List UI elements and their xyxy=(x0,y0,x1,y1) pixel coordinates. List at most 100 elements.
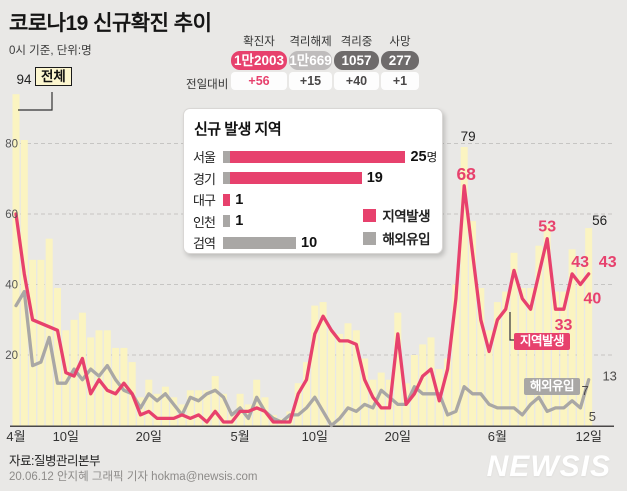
y-axis-tick-label: 60 xyxy=(5,209,18,221)
legend-item-imported: 해외유입 xyxy=(363,228,430,248)
y-axis-tick-label: 80 xyxy=(5,139,18,151)
total-bar xyxy=(585,228,593,426)
total-bar xyxy=(211,376,219,426)
total-bar xyxy=(54,288,61,426)
data-point-label: 13 xyxy=(602,369,616,384)
total-bar xyxy=(12,94,20,426)
local-series-badge: 지역발생 xyxy=(514,333,571,350)
total-bar xyxy=(377,372,385,426)
total-bar xyxy=(186,390,194,426)
total-bar xyxy=(37,259,45,426)
total-bar xyxy=(203,390,211,426)
total-series-label: 전체 xyxy=(35,67,72,86)
page-title: 코로나19 신규확진 추이 xyxy=(9,12,212,35)
total-bar xyxy=(112,347,120,426)
total-bar xyxy=(485,330,493,426)
region-row-대구: 대구 1 xyxy=(193,189,438,211)
total-bar xyxy=(361,358,369,426)
total-bar xyxy=(161,386,169,426)
page-subtitle: 0시 기준, 단위:명 xyxy=(9,45,92,57)
data-point-label: 33 xyxy=(555,317,573,334)
stat-col-3: 격리중 1057 +40 xyxy=(334,36,379,90)
legend-item-local: 지역발생 xyxy=(363,205,430,225)
region-bar xyxy=(223,236,296,249)
total-bar xyxy=(120,347,128,426)
total-bar xyxy=(493,302,501,426)
total-bar xyxy=(170,397,178,426)
region-value: 10 xyxy=(301,234,318,251)
local-segment xyxy=(230,172,362,185)
total-bar xyxy=(311,305,319,426)
legend-swatch-icon xyxy=(363,231,377,245)
total-bar xyxy=(543,224,551,426)
total-bar xyxy=(195,390,203,426)
total-bar xyxy=(253,379,261,426)
stat-value: 1057 xyxy=(334,51,379,70)
total-bar xyxy=(45,238,53,426)
stat-delta: +40 xyxy=(334,72,379,90)
region-panel: 신규 발생 지역 서울 25명 경기 19 대구 1 인천 1 검역 10 지역발생 해외유입 xyxy=(183,108,443,254)
total-bar xyxy=(103,330,111,426)
stat-delta: +15 xyxy=(289,72,332,90)
local-segment xyxy=(223,193,231,206)
x-axis-tick-label: 10일 xyxy=(302,429,328,444)
stat-header: 격리해제 xyxy=(289,36,332,48)
stat-value: 277 xyxy=(381,51,419,70)
x-axis-tick-label: 12일 xyxy=(575,429,601,444)
region-bar xyxy=(223,193,231,206)
stat-header: 확진자 xyxy=(243,36,275,48)
region-value-suffix: 명 xyxy=(426,151,438,164)
region-row-서울: 서울 25명 xyxy=(193,146,438,168)
x-axis-tick-label: 20일 xyxy=(136,429,162,444)
region-name: 대구 xyxy=(193,193,216,209)
callout-connector-line xyxy=(509,312,514,341)
total-bar xyxy=(419,344,427,426)
region-panel-title: 신규 발생 지역 xyxy=(194,121,282,138)
legend-label: 지역발생 xyxy=(382,209,430,224)
region-value: 25명 xyxy=(410,148,438,165)
total-bar xyxy=(327,330,335,426)
x-axis-tick-label: 5월 xyxy=(230,429,249,444)
total-bar xyxy=(78,312,86,426)
total-bar xyxy=(95,330,103,426)
stat-delta: +56 xyxy=(231,72,287,90)
total-bar xyxy=(319,302,327,426)
region-name: 인천 xyxy=(193,214,216,230)
total-bar xyxy=(336,333,344,426)
x-axis-tick-label: 6월 xyxy=(488,429,507,444)
legend-label: 해외유입 xyxy=(382,232,430,247)
stat-col-1: 확진자 1만2003 +56 xyxy=(231,36,287,90)
newsis-logo: NEWSIS xyxy=(486,450,611,483)
x-axis-tick-label: 10일 xyxy=(53,429,79,444)
total-bar xyxy=(452,284,460,426)
stat-header: 격리중 xyxy=(340,36,373,48)
data-point-label: 43 xyxy=(571,254,589,271)
region-row-인천: 인천 1 xyxy=(193,211,438,233)
total-bar xyxy=(552,291,559,426)
total-bar xyxy=(220,393,227,426)
credit-note: 20.06.12 안지혜 그래픽 기자 hokma@newsis.com xyxy=(9,471,258,483)
total-bar xyxy=(344,323,352,426)
region-name: 서울 xyxy=(193,150,216,166)
total-bar xyxy=(502,291,510,426)
stat-header: 사망 xyxy=(389,36,411,48)
delta-row-label: 전일대비 xyxy=(186,79,229,91)
region-name: 경기 xyxy=(193,171,216,187)
region-value: 1 xyxy=(235,213,244,230)
x-axis-tick-label: 20일 xyxy=(385,429,411,444)
region-bar xyxy=(223,172,362,185)
total-bar xyxy=(469,221,476,426)
region-name: 검역 xyxy=(193,236,216,252)
x-axis-tick-label: 4월 xyxy=(6,429,25,444)
stat-delta: +1 xyxy=(381,72,419,90)
data-point-label: 68 xyxy=(456,164,476,184)
region-value: 19 xyxy=(366,170,383,187)
y-axis-tick-label: 40 xyxy=(5,280,18,292)
data-point-label: 94 xyxy=(16,72,32,87)
stat-value: 1만669 xyxy=(289,51,332,70)
callout-connector-line xyxy=(18,92,53,111)
total-bar xyxy=(228,411,236,426)
total-bar xyxy=(568,249,576,426)
local-line xyxy=(14,184,591,424)
